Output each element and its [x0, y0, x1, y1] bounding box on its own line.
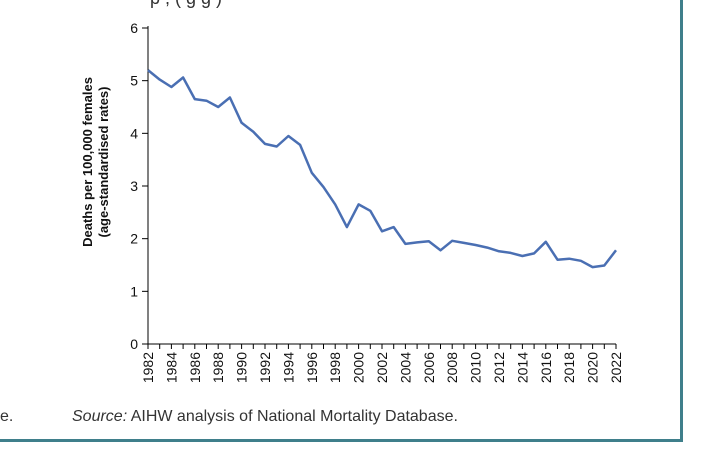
x-tick-label: 1986 — [187, 352, 203, 383]
series-line — [147, 69, 617, 269]
x-tick-label: 2018 — [561, 352, 577, 383]
panel-border-right — [680, 0, 683, 441]
source-note: Source: AIHW analysis of National Mortal… — [72, 408, 458, 426]
y-tick-label: 6 — [130, 20, 138, 36]
x-tick-label: 1990 — [234, 352, 250, 383]
x-tick-label: 1998 — [327, 352, 343, 383]
x-tick-label: 2012 — [491, 352, 507, 383]
x-tick-label: 2020 — [585, 352, 601, 383]
y-tick-label: 1 — [130, 283, 138, 299]
x-tick-label: 2006 — [421, 352, 437, 383]
y-tick-label: 4 — [130, 125, 138, 141]
x-tick-label: 2004 — [397, 352, 413, 383]
axes — [147, 26, 616, 345]
x-tick-label: 1992 — [257, 352, 273, 383]
x-tick-label: 2022 — [608, 352, 624, 383]
x-tick-label: 2002 — [374, 352, 390, 383]
y-ticks: 0 1 2 3 4 5 6 — [130, 20, 148, 352]
source-label: Source: — [72, 408, 128, 425]
y-axis-title-line2: (age-standardised rates) — [96, 87, 111, 238]
x-tick-label: 2014 — [514, 352, 530, 383]
left-fragment-text: e. — [0, 408, 14, 425]
x-tick-label: 2008 — [444, 352, 460, 383]
x-tick-label: 1996 — [304, 352, 320, 383]
y-tick-label: 5 — [130, 73, 138, 89]
y-axis-title: Deaths per 100,000 females (age-standard… — [80, 77, 111, 247]
source-text: AIHW analysis of National Mortality Data… — [127, 408, 458, 425]
x-tick-label: 1988 — [210, 352, 226, 383]
cut-off-title: p , ( g g ) — [150, 0, 222, 9]
x-tick-label: 1984 — [163, 352, 179, 383]
x-tick-label: 1994 — [280, 352, 296, 383]
y-axis-title-line1: Deaths per 100,000 females — [80, 77, 95, 247]
panel-border-bottom — [0, 439, 683, 442]
x-ticks: 1982 1984 1986 1988 1990 1992 1994 1996 1998 2000… — [140, 344, 624, 383]
y-tick-label: 3 — [130, 178, 138, 194]
x-tick-label: 2010 — [468, 352, 484, 383]
x-tick-label: 2016 — [538, 352, 554, 383]
y-tick-label: 0 — [130, 336, 138, 352]
x-tick-label: 1982 — [140, 352, 156, 383]
y-tick-label: 2 — [130, 231, 138, 247]
x-tick-label: 2000 — [351, 352, 367, 383]
